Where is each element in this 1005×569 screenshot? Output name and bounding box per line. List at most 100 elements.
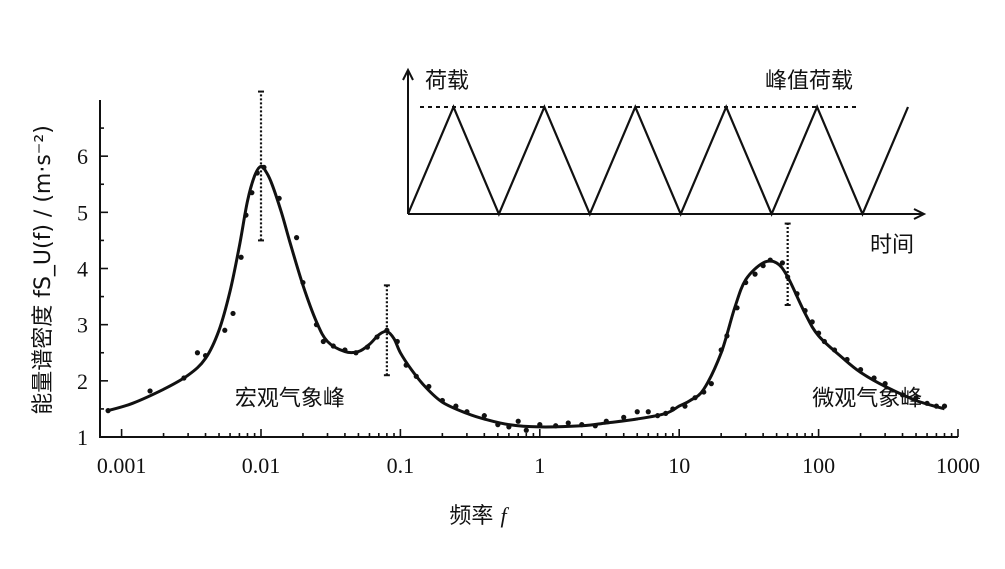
y-tick-label: 3 <box>77 313 88 338</box>
data-point <box>495 422 501 428</box>
y-tick-label: 1 <box>77 425 88 450</box>
data-points-layer <box>105 164 948 433</box>
data-point <box>243 212 249 218</box>
data-point <box>913 395 919 401</box>
data-point <box>105 408 111 414</box>
data-point <box>181 375 187 381</box>
data-point <box>708 381 714 387</box>
load-inset: 荷载 峰值荷载 时间 <box>402 67 927 258</box>
peak-annotation: 宏观气象峰 <box>235 387 345 412</box>
inset-x-axis <box>408 208 927 220</box>
data-point <box>515 418 521 424</box>
data-point <box>276 195 282 201</box>
data-point <box>413 373 419 379</box>
data-point <box>692 395 698 401</box>
data-point <box>809 319 815 325</box>
data-point <box>844 356 850 363</box>
data-point <box>760 263 766 269</box>
data-point <box>313 322 320 328</box>
error-bars-layer <box>257 90 791 377</box>
data-point <box>403 362 409 368</box>
data-point <box>718 347 724 353</box>
data-point <box>670 406 676 412</box>
data-point <box>300 279 306 286</box>
data-point <box>506 424 512 430</box>
data-point <box>353 350 359 356</box>
x-axis-title: 频率 f <box>449 503 509 529</box>
data-point <box>194 350 201 356</box>
y-tick-label: 4 <box>77 257 88 282</box>
data-point <box>645 409 651 415</box>
data-point <box>579 422 585 428</box>
x-axis-title-text: 频率 <box>449 504 493 529</box>
data-point <box>621 414 627 420</box>
x-tick-label: 1 <box>534 453 545 478</box>
data-point <box>592 423 598 429</box>
data-point <box>899 392 906 398</box>
data-point <box>147 388 153 394</box>
data-point <box>330 343 336 349</box>
data-point <box>831 347 838 353</box>
data-point <box>453 403 459 409</box>
data-point <box>320 338 326 345</box>
data-point <box>663 410 669 417</box>
peak-annotation: 微观气象峰 <box>812 387 922 412</box>
data-point <box>464 409 470 415</box>
tick-marks: 0.001 0.01 0.1 1 10 100 1000 1 2 3 4 5 6 <box>77 127 980 478</box>
data-point <box>724 333 730 339</box>
data-point <box>254 170 260 176</box>
x-tick-label: 100 <box>802 453 835 478</box>
inset-peak-label: 峰值荷载 <box>765 69 853 94</box>
data-point <box>364 344 371 350</box>
data-point <box>342 347 348 353</box>
inset-x-label: 时间 <box>870 233 914 258</box>
data-point <box>202 352 209 359</box>
data-point <box>249 190 255 196</box>
x-tick-label: 0.1 <box>387 453 415 478</box>
annotations-layer: 宏观气象峰 微观气象峰 <box>235 387 922 412</box>
inset-y-label: 荷载 <box>425 69 469 94</box>
data-point <box>767 257 773 263</box>
x-tick-label: 0.001 <box>97 453 147 478</box>
data-point <box>924 400 930 406</box>
data-point <box>655 413 661 419</box>
data-point <box>857 367 864 373</box>
data-point <box>752 271 758 277</box>
data-point <box>802 308 808 314</box>
x-tick-label: 1000 <box>936 453 980 478</box>
data-point <box>238 254 244 260</box>
data-point <box>261 164 267 170</box>
data-point <box>553 423 559 429</box>
data-point <box>821 338 827 345</box>
x-axis-title-variable: f <box>500 503 509 528</box>
data-point <box>603 418 609 424</box>
data-point <box>537 422 543 428</box>
data-point <box>293 235 300 241</box>
inset-triangle-wave <box>406 104 910 217</box>
data-point <box>222 327 228 333</box>
data-point <box>794 291 800 297</box>
data-point <box>815 330 822 336</box>
inset-y-axis <box>402 67 414 214</box>
y-tick-label: 2 <box>77 369 88 394</box>
data-point <box>634 409 640 415</box>
data-point <box>565 420 571 426</box>
data-point <box>933 403 940 409</box>
y-axis-title: 能量谱密度 fS_U(f) / (m·s⁻²) <box>31 125 56 415</box>
y-tick-label: 5 <box>77 200 88 225</box>
data-point <box>882 381 888 387</box>
data-point <box>871 375 877 381</box>
data-point <box>394 338 400 345</box>
data-point <box>701 389 707 395</box>
data-point <box>743 279 749 286</box>
data-point <box>779 260 786 266</box>
data-point <box>439 397 445 404</box>
data-point <box>734 305 740 311</box>
data-point <box>481 413 487 419</box>
data-point <box>230 310 236 317</box>
y-tick-label: 6 <box>77 144 88 169</box>
data-point <box>523 427 529 433</box>
x-tick-label: 0.01 <box>242 453 281 478</box>
data-point <box>941 403 948 409</box>
